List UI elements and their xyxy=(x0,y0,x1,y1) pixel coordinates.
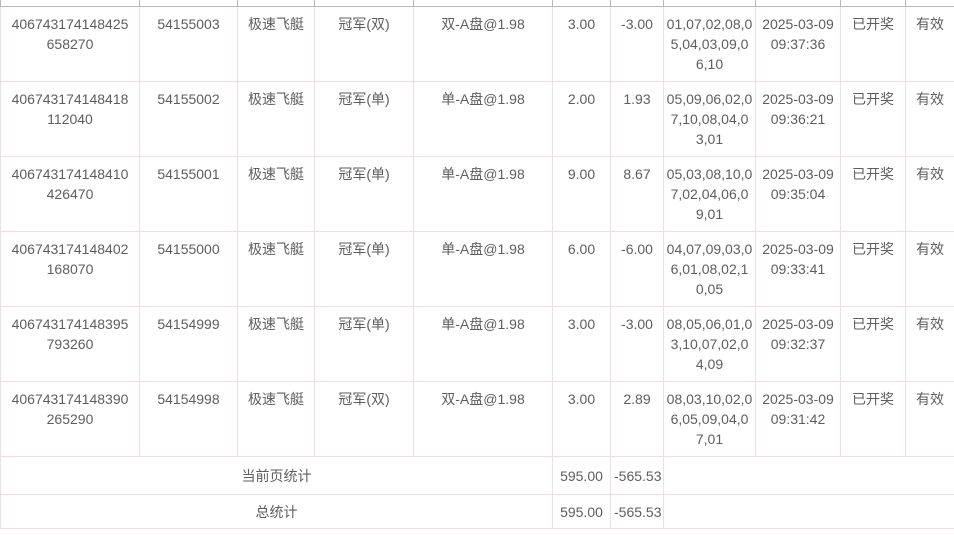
table-body: 406743174148425658270 54155003 极速飞艇 冠军(双… xyxy=(0,6,954,457)
cell-game-name: 极速飞艇 xyxy=(237,6,315,82)
cell-game-name: 极速飞艇 xyxy=(237,381,315,457)
cell-order-no: 54154998 xyxy=(139,381,238,457)
cell-game-name: 极速飞艇 xyxy=(237,81,315,157)
cell-bet-content: 单-A盘@1.98 xyxy=(413,81,553,157)
cell-draw-status: 已开奖 xyxy=(840,6,906,82)
cell-play-type: 冠军(单) xyxy=(314,231,414,307)
cell-bet-amount: 3.00 xyxy=(552,306,611,382)
cell-draw-status: 已开奖 xyxy=(840,81,906,157)
grand-total-label: 总统计 xyxy=(0,494,553,529)
cell-play-type: 冠军(双) xyxy=(314,6,414,82)
page-total-row: 当前页统计 595.00 -565.53 xyxy=(0,456,954,495)
table-row: 406743174148402168070 54155000 极速飞艇 冠军(单… xyxy=(0,231,954,307)
table-row: 406743174148425658270 54155003 极速飞艇 冠军(双… xyxy=(0,6,954,82)
cell-order-no: 54155003 xyxy=(139,6,238,82)
cell-validity: 有效 xyxy=(905,381,954,457)
cell-draw-time: 2025-03-09 09:33:41 xyxy=(755,231,841,307)
table-row: 406743174148395793260 54154999 极速飞艇 冠军(单… xyxy=(0,306,954,382)
cell-play-type: 冠军(单) xyxy=(314,306,414,382)
cell-bet-id: 406743174148425658270 xyxy=(0,6,140,82)
cell-play-type: 冠军(单) xyxy=(314,81,414,157)
cell-profit: -6.00 xyxy=(610,231,664,307)
cell-bet-content: 双-A盘@1.98 xyxy=(413,381,553,457)
cell-profit: 8.67 xyxy=(610,156,664,232)
cell-bet-amount: 3.00 xyxy=(552,381,611,457)
cell-bet-content: 双-A盘@1.98 xyxy=(413,6,553,82)
table-row: 406743174148418112040 54155002 极速飞艇 冠军(单… xyxy=(0,81,954,157)
cell-draw-status: 已开奖 xyxy=(840,156,906,232)
cell-bet-content: 单-A盘@1.98 xyxy=(413,156,553,232)
cell-order-no: 54155001 xyxy=(139,156,238,232)
cell-validity: 有效 xyxy=(905,231,954,307)
grand-total-empty-cell xyxy=(663,494,954,529)
cell-profit: -3.00 xyxy=(610,6,664,82)
cell-draw-result: 08,03,10,02,06,05,09,04,07,01 xyxy=(663,381,756,457)
page-total-label: 当前页统计 xyxy=(0,456,553,495)
cell-game-name: 极速飞艇 xyxy=(237,231,315,307)
cell-validity: 有效 xyxy=(905,306,954,382)
cell-game-name: 极速飞艇 xyxy=(237,156,315,232)
cell-bet-id: 406743174148410426470 xyxy=(0,156,140,232)
cell-validity: 有效 xyxy=(905,81,954,157)
cell-bet-id: 406743174148390265290 xyxy=(0,381,140,457)
cell-draw-time: 2025-03-09 09:36:21 xyxy=(755,81,841,157)
cell-bet-amount: 3.00 xyxy=(552,6,611,82)
cell-bet-id: 406743174148402168070 xyxy=(0,231,140,307)
cell-bet-content: 单-A盘@1.98 xyxy=(413,231,553,307)
cell-profit: 1.93 xyxy=(610,81,664,157)
cell-bet-id: 406743174148395793260 xyxy=(0,306,140,382)
cell-bet-amount: 2.00 xyxy=(552,81,611,157)
table-row: 406743174148410426470 54155001 极速飞艇 冠军(单… xyxy=(0,156,954,232)
cell-game-name: 极速飞艇 xyxy=(237,306,315,382)
grand-total-amount: 595.00 xyxy=(552,494,611,529)
cell-draw-result: 04,07,09,03,06,01,08,02,10,05 xyxy=(663,231,756,307)
cell-draw-result: 05,03,08,10,07,02,04,06,09,01 xyxy=(663,156,756,232)
cell-order-no: 54155002 xyxy=(139,81,238,157)
cell-draw-status: 已开奖 xyxy=(840,306,906,382)
cell-draw-result: 08,05,06,01,03,10,07,02,04,09 xyxy=(663,306,756,382)
cell-draw-result: 05,09,06,02,07,10,08,04,03,01 xyxy=(663,81,756,157)
cell-bet-amount: 6.00 xyxy=(552,231,611,307)
table-row: 406743174148390265290 54154998 极速飞艇 冠军(双… xyxy=(0,381,954,457)
cell-draw-time: 2025-03-09 09:31:42 xyxy=(755,381,841,457)
grand-total-profit: -565.53 xyxy=(610,494,664,529)
cell-validity: 有效 xyxy=(905,6,954,82)
cell-validity: 有效 xyxy=(905,156,954,232)
cell-draw-time: 2025-03-09 09:35:04 xyxy=(755,156,841,232)
cell-play-type: 冠军(单) xyxy=(314,156,414,232)
cell-profit: -3.00 xyxy=(610,306,664,382)
cell-draw-result: 01,07,02,08,05,04,03,09,06,10 xyxy=(663,6,756,82)
cell-order-no: 54155000 xyxy=(139,231,238,307)
cell-draw-status: 已开奖 xyxy=(840,231,906,307)
page-total-profit: -565.53 xyxy=(610,456,664,495)
cell-bet-id: 406743174148418112040 xyxy=(0,81,140,157)
cell-draw-time: 2025-03-09 09:32:37 xyxy=(755,306,841,382)
cell-draw-status: 已开奖 xyxy=(840,381,906,457)
cell-profit: 2.89 xyxy=(610,381,664,457)
cell-draw-time: 2025-03-09 09:37:36 xyxy=(755,6,841,82)
grand-total-row: 总统计 595.00 -565.53 xyxy=(0,494,954,529)
page-total-amount: 595.00 xyxy=(552,456,611,495)
cell-bet-amount: 9.00 xyxy=(552,156,611,232)
cell-play-type: 冠军(双) xyxy=(314,381,414,457)
cell-bet-content: 单-A盘@1.98 xyxy=(413,306,553,382)
cell-order-no: 54154999 xyxy=(139,306,238,382)
page-total-empty-cell xyxy=(663,456,954,495)
